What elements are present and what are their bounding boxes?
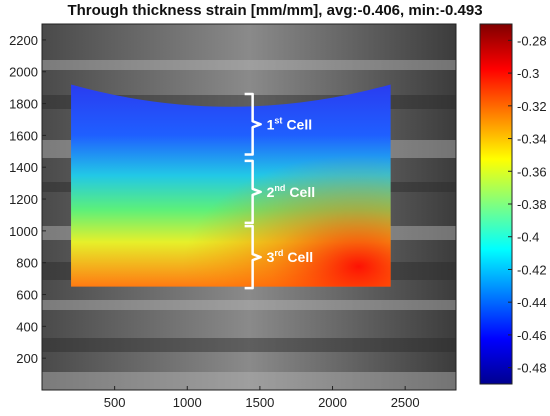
y-axis: 200 400 600 800 1000 1200 1400 1600 1800 2000 2200 (9, 33, 46, 366)
cell-brace (244, 224, 262, 290)
colorbar-gradient (479, 23, 513, 385)
colorbar-tick-label: -0.3 (517, 66, 539, 81)
y-tick-label: 2000 (9, 65, 38, 80)
colorbar-tick-label: -0.46 (517, 328, 547, 343)
y-tick-label: 1200 (9, 192, 38, 207)
texture-band (42, 60, 456, 70)
x-tick-label: 500 (104, 395, 126, 410)
y-tick-label: 1400 (9, 160, 38, 175)
texture-band (42, 372, 456, 390)
y-tick-label: 1600 (9, 128, 38, 143)
strain-field-hotspot (71, 84, 391, 287)
y-tick-label: 1000 (9, 224, 38, 239)
colorbar-tick-label: -0.38 (517, 197, 547, 212)
colorbar-tick-label: -0.34 (517, 132, 547, 147)
cell-label: 2nd Cell (267, 183, 315, 200)
colorbar-tick-label: -0.36 (517, 164, 547, 179)
y-tick-label: 200 (16, 351, 38, 366)
x-tick-label: 2500 (391, 395, 420, 410)
y-tick-label: 1800 (9, 97, 38, 112)
x-tick-label: 1000 (173, 395, 202, 410)
colorbar-tick-label: -0.48 (517, 361, 547, 376)
colorbar-ticks: -0.28 -0.3 -0.32 -0.34 -0.36 -0.38 -0.4 -0.42 -0… (508, 33, 547, 376)
y-tick-label: 400 (16, 319, 38, 334)
plot-frame (41, 23, 457, 391)
cell-label: 3rd Cell (267, 248, 313, 265)
colorbar-tick-label: -0.32 (517, 99, 547, 114)
colorbar-tick-label: -0.42 (517, 262, 547, 277)
x-axis: 500 1000 1500 2000 2500 (104, 386, 420, 410)
x-tick-label: 2000 (318, 395, 347, 410)
colorbar: -0.28 -0.3 -0.32 -0.34 -0.36 -0.38 -0.4 -0.42 -0… (479, 23, 547, 385)
y-tick-label: 2200 (9, 33, 38, 48)
y-tick-label: 800 (16, 256, 38, 271)
y-tick-label: 600 (16, 288, 38, 303)
texture-band (42, 338, 456, 352)
texture-band (42, 300, 456, 310)
colorbar-tick-label: -0.44 (517, 295, 547, 310)
colorbar-tick-label: -0.4 (517, 230, 539, 245)
cell-annotations: 1st Cell 2nd Cell 3rd Cell (244, 92, 315, 290)
cell-brace (244, 92, 262, 156)
cell-label: 1st Cell (267, 115, 313, 132)
plot-area: 1st Cell 2nd Cell 3rd Cell (42, 24, 456, 390)
x-tick-label: 1500 (245, 395, 274, 410)
cell-brace (244, 159, 262, 225)
chart-title: Through thickness strain [mm/mm], avg:-0… (67, 2, 483, 19)
colorbar-tick-label: -0.28 (517, 33, 547, 48)
